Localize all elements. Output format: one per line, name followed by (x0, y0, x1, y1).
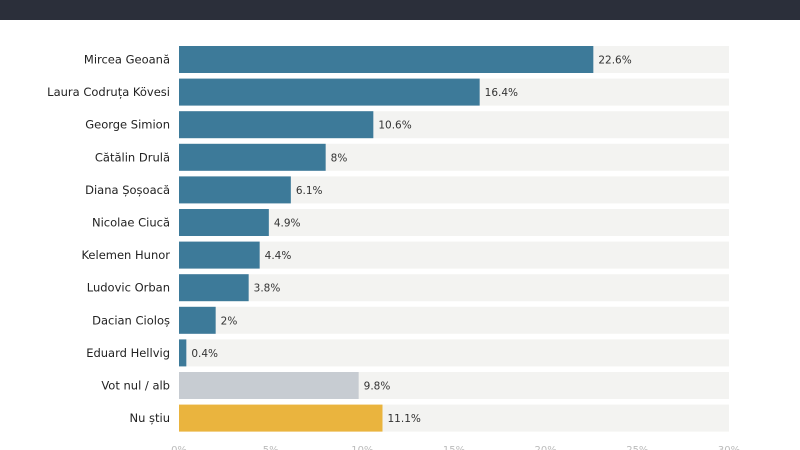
value-label: 22.6% (598, 55, 631, 67)
category-label: Diana Șoșoacă (85, 183, 170, 197)
category-label: Eduard Hellvig (86, 346, 170, 360)
value-label: 16.4% (485, 87, 518, 99)
value-label: 9.8% (364, 381, 391, 393)
value-label: 2% (221, 315, 238, 327)
category-label: George Simion (85, 118, 170, 132)
x-tick-label: 5% (263, 445, 279, 450)
bar-track (179, 241, 729, 269)
bar (179, 143, 326, 171)
category-label: Nicolae Ciucă (92, 216, 170, 230)
x-tick-label: 0% (171, 445, 187, 450)
category-label: Cătălin Drulă (95, 150, 170, 164)
value-label: 8% (331, 152, 348, 164)
category-label: Vot nul / alb (101, 379, 170, 393)
bar (179, 176, 291, 204)
bar (179, 274, 249, 302)
bar (179, 306, 216, 334)
bar-track (179, 209, 729, 236)
value-label: 10.6% (378, 120, 411, 132)
value-label: 11.1% (388, 413, 421, 425)
category-label: Mircea Geoană (84, 53, 170, 67)
value-label: 6.1% (296, 185, 323, 197)
bar (179, 78, 480, 106)
x-tick-label: 10% (351, 445, 373, 450)
category-label: Kelemen Hunor (81, 248, 170, 262)
value-label: 0.4% (191, 348, 218, 360)
top-header-bar (0, 0, 800, 20)
bar (179, 241, 260, 269)
value-label: 4.4% (265, 250, 292, 262)
bar (179, 404, 383, 432)
bar-track (179, 274, 729, 302)
x-tick-label: 25% (626, 445, 648, 450)
bar (179, 209, 269, 236)
bar (179, 339, 187, 367)
value-label: 3.8% (254, 283, 281, 295)
category-label: Dacian Cioloș (92, 313, 170, 327)
bar-track (179, 306, 729, 334)
category-label: Ludovic Orban (87, 281, 170, 295)
bar (179, 111, 374, 139)
category-label: Nu știu (129, 411, 170, 425)
bar (179, 372, 359, 399)
x-tick-label: 30% (718, 445, 740, 450)
value-label: 4.9% (274, 218, 301, 230)
category-label: Laura Codruța Kövesi (47, 85, 170, 99)
x-tick-label: 15% (443, 445, 465, 450)
x-tick-label: 20% (535, 445, 557, 450)
bar-track (179, 339, 729, 367)
bar (179, 46, 594, 73)
